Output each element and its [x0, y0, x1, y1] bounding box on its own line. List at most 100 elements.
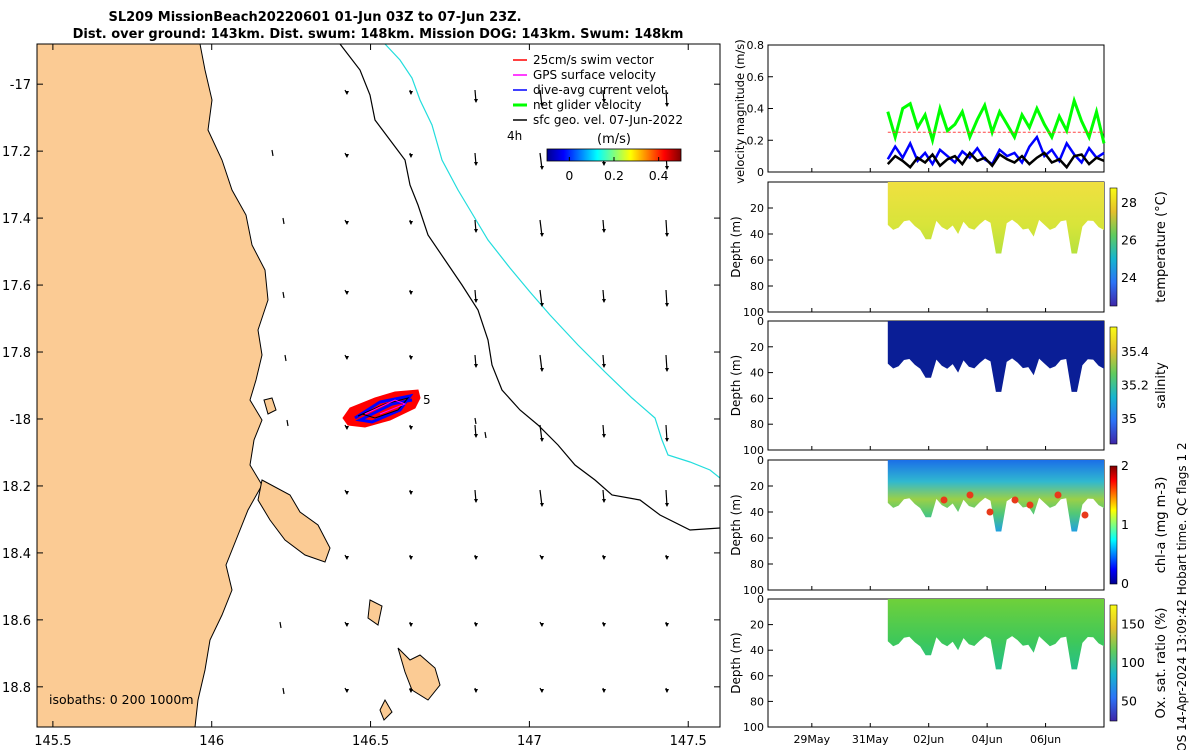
map-xtick-label: 146	[199, 734, 224, 749]
island-small-2	[379, 698, 393, 721]
profile-data-field	[887, 321, 1104, 392]
profile-ytick-label: 40	[750, 644, 764, 657]
legend-label: net glider velocity	[533, 98, 641, 112]
geo-velocity-arrowhead	[540, 503, 544, 507]
geo-velocity-arrow	[271, 149, 274, 157]
map-ytick-label: 18.2	[2, 480, 31, 495]
profile-ylabel: Depth (m)	[729, 494, 743, 555]
geo-velocity-arrowhead	[540, 689, 544, 693]
profile-clabel: chl-a (mg m-3)	[1154, 477, 1169, 574]
track-path	[357, 397, 410, 419]
map-ytick-label: -17	[10, 78, 31, 93]
geo-velocity-arrowhead	[540, 103, 544, 107]
geo-velocity-arrowhead	[665, 556, 669, 560]
profile-ytick-label: 40	[750, 228, 764, 241]
map-ytick-label: -18	[10, 413, 31, 428]
colorbar-tick-label: 0	[565, 168, 573, 183]
velocity-series-line	[886, 150, 1105, 170]
profile-panel: 20 40 60 80 100 Depth (m) 28 26 24 temperature (°…	[729, 181, 1169, 319]
profile-colorbar-label: 35.4	[1121, 344, 1149, 359]
profile-ytick-label: 0	[757, 593, 764, 606]
profile-colorbar-label: 35	[1121, 411, 1137, 426]
title-line-1: SL209 MissionBeach20220601 01-Jun 03Z to…	[108, 10, 521, 25]
velocity-ytick-label: 0.2	[747, 134, 765, 147]
time-tick-label: 29May	[793, 733, 830, 746]
profile-ytick-label: 60	[750, 532, 764, 545]
geo-velocity-arrowhead	[345, 221, 349, 225]
geo-velocity-arrowhead	[602, 556, 606, 560]
profile-ytick-label: 20	[750, 202, 764, 215]
profile-data-field	[887, 182, 1104, 254]
legend-label: GPS surface velocity	[533, 68, 656, 82]
map-ytick-label: 17.6	[2, 279, 31, 294]
profile-ytick-label: 100	[743, 306, 764, 319]
profile-colorbar	[1109, 604, 1118, 722]
profile-clabel: temperature (°C)	[1154, 191, 1169, 303]
profile-colorbar-label: 24	[1121, 270, 1137, 285]
map-panel: 5 145.5 146 146.5 147 147.5 -17 17.2 17.4 17.6 17…	[2, 43, 721, 749]
geo-velocity-arrowhead	[665, 368, 669, 372]
geo-velocity-arrowhead	[540, 556, 544, 560]
profile-ylabel: Depth (m)	[729, 355, 743, 416]
island-dunk	[263, 397, 277, 415]
geo-velocity-arrowhead	[409, 491, 413, 495]
geo-velocity-arrowhead	[409, 91, 413, 95]
geo-velocity-arrowhead	[540, 166, 544, 170]
profile-colorbar-label: 100	[1121, 655, 1145, 670]
profile-colorbar	[1109, 326, 1118, 445]
profile-ytick-label: 80	[750, 558, 764, 571]
velocity-ylabel: velocity magnitude (m/s)	[733, 39, 747, 184]
track-label: 5	[423, 393, 431, 407]
profile-ytick-label: 100	[743, 444, 764, 457]
geo-velocity-arrowhead	[345, 356, 349, 360]
geo-velocity-arrowhead	[345, 556, 349, 560]
profile-colorbar-label: 35.2	[1121, 378, 1149, 393]
geo-velocity-arrow	[279, 621, 282, 629]
map-xtick-label: 146.5	[352, 734, 389, 749]
map-xtick-label: 145.5	[34, 734, 71, 749]
geo-velocity-arrowhead	[540, 303, 544, 307]
geo-velocity-arrowhead	[345, 426, 349, 430]
geo-velocity-arrowhead	[474, 162, 478, 166]
map-ytick-label: 18.8	[2, 681, 31, 696]
velocity-ytick-label: 0.4	[747, 103, 765, 116]
footer-credit: © IMOS 14-Apr-2024 13:09:42 Hobart time.…	[1175, 442, 1189, 750]
geo-velocity-arrow	[282, 291, 285, 299]
map-ytick-label: 17.8	[2, 346, 31, 361]
geo-velocity-arrowhead	[345, 154, 349, 158]
geo-velocity-arrowhead	[602, 162, 606, 166]
profile-ytick-label: 80	[750, 695, 764, 708]
geo-velocity-arrowhead	[665, 303, 669, 307]
time-tick-label: 31May	[852, 733, 889, 746]
map-ytick-label: 17.2	[2, 145, 31, 160]
profile-ytick-label: 100	[743, 721, 764, 734]
geo-velocity-arrowhead	[409, 689, 413, 693]
chl-max-point	[986, 508, 994, 516]
glider-track: 5	[342, 389, 431, 428]
geo-velocity-arrowhead	[602, 623, 606, 627]
velocity-axes	[767, 44, 1105, 173]
velocity-series-line	[886, 134, 1105, 167]
chl-max-point	[1011, 496, 1019, 504]
velocity-ytick-label: 0.6	[747, 71, 765, 84]
geo-velocity-arrowhead	[602, 364, 606, 368]
geo-velocity-arrowhead	[474, 434, 478, 438]
profile-colorbar-label: 150	[1121, 616, 1145, 631]
map-xtick-label: 147	[517, 734, 542, 749]
profile-ytick-label: 60	[750, 392, 764, 405]
colorbar-ticks: 0 0.2 0.4	[565, 157, 669, 183]
geo-velocity-arrow	[282, 687, 285, 695]
time-tick-label: 06Jun	[1030, 733, 1061, 746]
profile-ylabel: Depth (m)	[729, 216, 743, 277]
geo-velocity-arrowhead	[409, 356, 413, 360]
geo-velocity-arrowhead	[409, 221, 413, 225]
colorbar-tick-label: 0.2	[604, 168, 624, 183]
profile-clabel: salinity	[1154, 362, 1169, 409]
geo-velocity-arrowhead	[665, 623, 669, 627]
map-ytick-label: 17.4	[2, 212, 31, 227]
map-ytick-label: 18.4	[2, 547, 31, 562]
profile-panel: 0 20 40 60 80 100 Depth (m) 2 1 0 chl-a (mg m-3)	[729, 454, 1169, 597]
geo-velocity-arrowhead	[345, 689, 349, 693]
geo-velocity-arrowhead	[602, 299, 606, 303]
profile-ylabel: Depth (m)	[729, 632, 743, 693]
